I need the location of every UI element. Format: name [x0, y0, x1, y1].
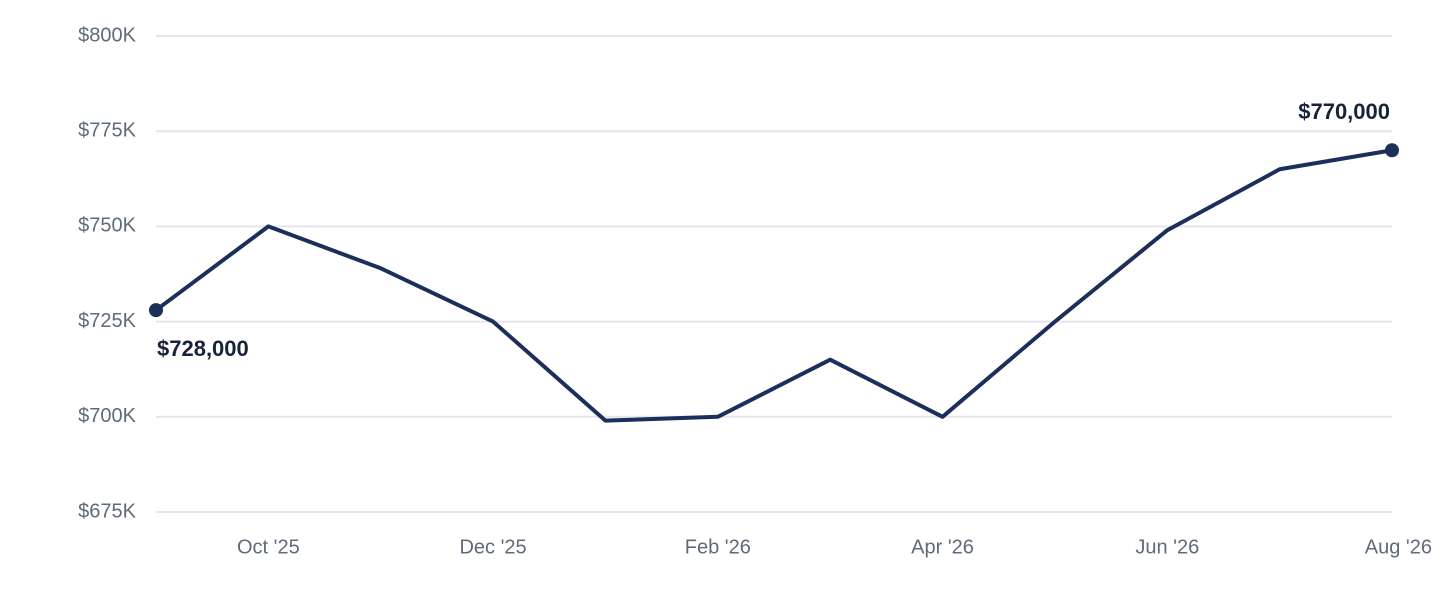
- y-tick-label: $725K: [78, 310, 136, 332]
- point: [1385, 143, 1399, 158]
- y-tick-label: $775K: [78, 119, 136, 141]
- y-tick-label: $675K: [78, 500, 136, 522]
- point: [149, 303, 163, 318]
- x-tick-label: Dec '25: [459, 536, 526, 558]
- y-tick-label: $800K: [78, 24, 136, 46]
- value-label: $770,000: [1298, 99, 1390, 124]
- y-tick-label: $700K: [78, 405, 136, 427]
- y-tick-label: $750K: [78, 215, 136, 237]
- x-tick-label: Feb '26: [685, 536, 751, 558]
- x-tick-label: Aug '26: [1365, 536, 1432, 558]
- x-tick-label: Apr '26: [911, 536, 974, 558]
- x-tick-label: Oct '25: [237, 536, 300, 558]
- value-label: $728,000: [157, 336, 249, 361]
- line: [154, 148, 1393, 423]
- x-tick-label: Jun '26: [1135, 536, 1199, 558]
